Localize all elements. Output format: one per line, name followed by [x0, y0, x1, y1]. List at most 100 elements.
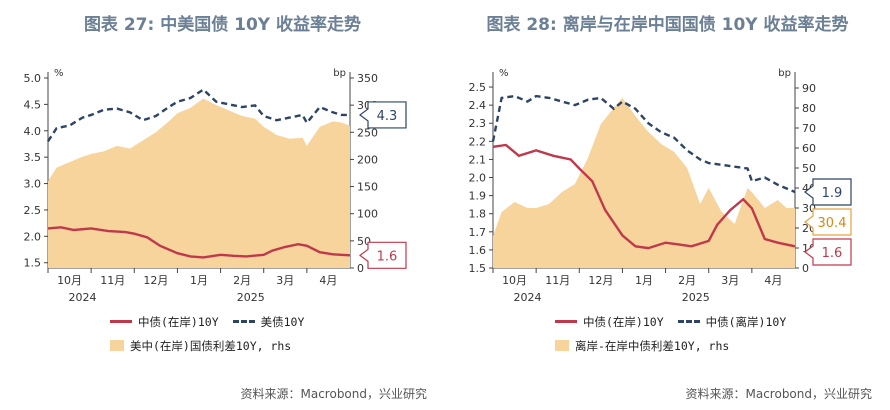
left-tick-label: 1.5: [24, 257, 42, 270]
spread-area: [493, 98, 795, 268]
x-tick-label: 11月: [545, 274, 570, 287]
left-tick-label: 5.0: [24, 72, 42, 85]
legend-swatch: [110, 340, 124, 351]
x-tick-label: 1月: [190, 274, 208, 287]
legend: 中债(在岸)10Y 美债10Y 美中(在岸)国债利差10Y, rhs: [110, 312, 318, 354]
right-tick-label: 90: [802, 82, 816, 95]
left-tick-label: 1.9: [469, 190, 487, 203]
x-tick-label: 4月: [764, 274, 782, 287]
year-label: 2024: [514, 291, 542, 304]
callout-box: [804, 178, 852, 206]
source-note: 资料来源：Macrobond，兴业研究: [685, 387, 873, 401]
legend-item: 美中(在岸)国债利差10Y, rhs: [110, 338, 304, 354]
chart-svg: %bp1.51.61.71.81.92.02.12.22.32.42.50102…: [469, 68, 852, 304]
right-tick-label: 60: [802, 142, 816, 155]
callout-box: [804, 238, 852, 266]
legend-swatch: [232, 320, 255, 323]
legend-label: 美债10Y: [260, 314, 305, 329]
chart-title: 图表 27: 中美国债 10Y 收益率走势: [83, 15, 362, 35]
legend: 中债(在岸)10Y 中债(离岸)10Y 离岸-在岸中债利差10Y, rhs: [555, 312, 800, 354]
x-tick-label: 3月: [276, 274, 294, 287]
x-tick-label: 12月: [588, 274, 613, 287]
chart-svg: % bp1.52.02.53.03.54.04.55.00501001502002…: [24, 68, 407, 304]
left-tick-label: 2.0: [24, 230, 42, 243]
legend-label: 离岸-在岸中债利差10Y, rhs: [575, 338, 730, 353]
callout-box: [359, 241, 407, 269]
left-tick-label: 1.6: [469, 244, 487, 257]
left-tick-label: 1.8: [469, 208, 487, 221]
legend-item: 中债(离岸)10Y: [677, 314, 787, 330]
year-label: 2024: [69, 291, 97, 304]
legend-label: 中债(在岸)10Y: [138, 314, 219, 329]
year-label: 2025: [682, 291, 710, 304]
value-callout: 30.4: [804, 208, 852, 236]
left-tick-label: 2.1: [469, 153, 487, 166]
left-tick-label: 2.0: [469, 172, 487, 185]
legend-swatch: [555, 340, 569, 351]
legend-swatch: [677, 320, 700, 323]
chart-panel-right: 图表 28: 离岸与在岸中国国债 10Y 收益率走势 % bp 1.5 1.6 1.7 1…: [445, 0, 890, 410]
left-tick-label: 1.7: [469, 226, 487, 239]
right-tick-label: 50: [802, 162, 816, 175]
legend-label: 中债(离岸)10Y: [705, 314, 787, 329]
callout-box: [359, 101, 407, 129]
left-tick-label: 2.3: [469, 117, 487, 130]
comparison-yield-line: [46, 88, 350, 142]
left-tick-label: 2.5: [24, 204, 42, 217]
right-tick-label: 0: [802, 262, 809, 275]
value-callout: 1.6: [359, 241, 407, 269]
value-callout: 1.9: [804, 178, 852, 206]
left-unit-label: %: [54, 68, 64, 79]
left-tick-label: 2.4: [469, 99, 487, 112]
x-tick-label: 4月: [319, 274, 337, 287]
legend-item: 中债(在岸)10Y: [110, 314, 219, 330]
legend-item: 离岸-在岸中债利差10Y, rhs: [555, 338, 786, 354]
callout-value: 1.6: [377, 249, 398, 264]
left-tick-label: 1.5: [469, 262, 487, 275]
right-tick-label: 200: [357, 153, 378, 166]
callout-value: 1.6: [822, 246, 843, 261]
value-callout: 1.6: [804, 238, 852, 266]
onshore-yield-line: [492, 143, 796, 250]
left-tick-label: 2.5: [469, 81, 487, 94]
x-tick-label: 2月: [233, 274, 251, 287]
right-tick-label: 80: [802, 102, 816, 115]
callout-box: [804, 208, 852, 236]
callout-value: 4.3: [377, 109, 398, 124]
legend-label: 美中(在岸)国债利差10Y, rhs: [130, 338, 292, 353]
left-tick-label: 3.5: [24, 151, 42, 164]
legend-swatch: [110, 320, 132, 323]
spread-area: [48, 98, 350, 268]
comparison-yield-line: [491, 94, 796, 194]
x-tick-label: 10月: [57, 274, 82, 287]
right-tick-label: 0: [357, 262, 364, 275]
legend-item: 中债(在岸)10Y: [555, 314, 664, 330]
x-tick-label: 1月: [635, 274, 653, 287]
value-callout: 4.3: [359, 101, 407, 129]
right-tick-label: 70: [802, 122, 816, 135]
right-tick-label: 350: [357, 72, 378, 85]
chart-title: 图表 28: 离岸与在岸中国国债 10Y 收益率走势: [486, 15, 849, 35]
legend-swatch: [555, 320, 577, 323]
x-tick-label: 10月: [502, 274, 527, 287]
right-unit-label: bp: [778, 68, 791, 79]
x-tick-label: 12月: [143, 274, 168, 287]
right-tick-label: 100: [357, 208, 378, 221]
callout-value: 30.4: [818, 216, 847, 231]
left-tick-label: 4.0: [24, 125, 42, 138]
onshore-yield-line: [47, 226, 351, 259]
right-unit-label: bp: [333, 68, 346, 79]
x-tick-label: 2月: [678, 274, 696, 287]
legend-item: 美债10Y: [232, 314, 305, 330]
x-tick-label: 11月: [100, 274, 125, 287]
callout-value: 1.9: [822, 186, 843, 201]
year-label: 2025: [237, 291, 265, 304]
x-tick-label: 3月: [721, 274, 739, 287]
legend-label: 中债(在岸)10Y: [583, 314, 664, 329]
left-tick-label: 2.2: [469, 135, 487, 148]
left-tick-label: 3.0: [24, 178, 42, 191]
left-tick-label: 4.5: [24, 98, 42, 111]
right-tick-label: 150: [357, 181, 378, 194]
chart-panel-left: 图表 27: 中美国债 10Y 收益率走势 % bp 1.5 2.0 2.5 3.0 3.5…: [24, 15, 428, 401]
left-unit-label: %: [499, 68, 509, 79]
